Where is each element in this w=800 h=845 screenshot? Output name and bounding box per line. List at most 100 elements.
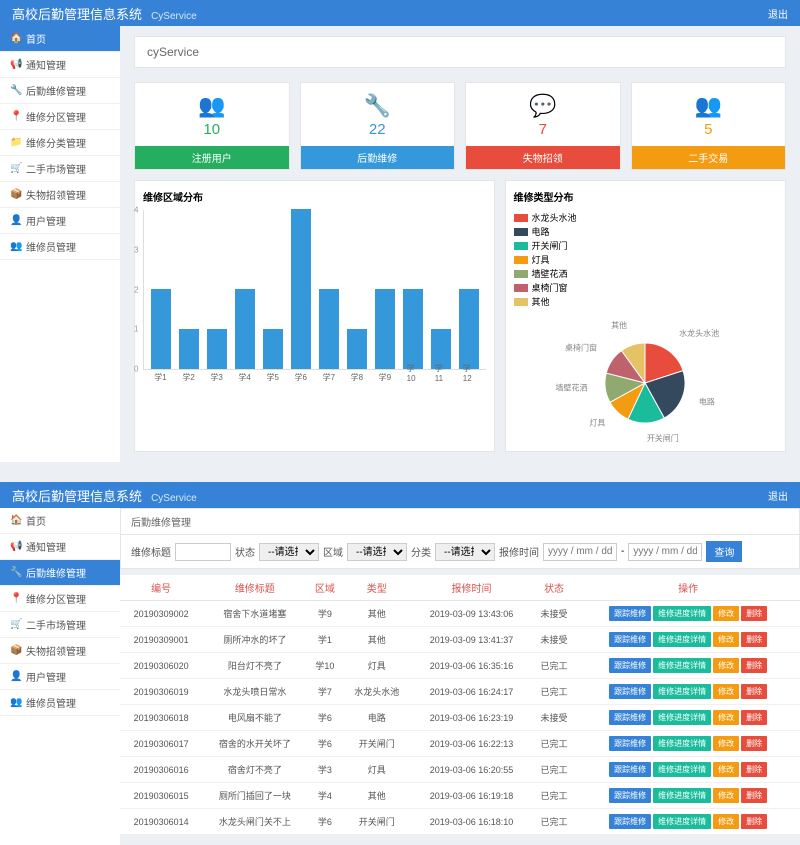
logout-link[interactable]: 退出 — [768, 6, 788, 21]
op-button[interactable]: 跟踪维修 — [609, 762, 651, 777]
op-button[interactable]: 删除 — [741, 710, 767, 725]
nav-icon: 📦 — [10, 189, 20, 200]
sidebar-item[interactable]: 📁 维修分类管理 — [0, 130, 120, 156]
stat-card[interactable]: 👥5二手交易 — [631, 82, 787, 170]
op-button[interactable]: 跟踪维修 — [609, 788, 651, 803]
sidebar-item[interactable]: 👥维修员管理 — [0, 234, 120, 260]
sidebar-item-label: 失物招领管理 — [26, 187, 86, 202]
op-button[interactable]: 删除 — [741, 632, 767, 647]
legend-item: 电路 — [514, 225, 777, 238]
op-button[interactable]: 跟踪维修 — [609, 814, 651, 829]
kw-input[interactable] — [175, 543, 231, 561]
nav-icon: 🛒 — [10, 163, 20, 174]
sidebar-item[interactable]: 🔧后勤维修管理 — [0, 78, 120, 104]
op-button[interactable]: 修改 — [713, 788, 739, 803]
sidebar-item[interactable]: 📦失物招领管理 — [0, 638, 120, 664]
stat-icon: 👥 — [135, 93, 289, 117]
status-badge: 已完工 — [532, 809, 576, 835]
op-button[interactable]: 删除 — [741, 606, 767, 621]
svg-text:其他: 其他 — [611, 320, 627, 330]
nav-icon: 🔧 — [10, 567, 20, 578]
table-row: 20190306017宿舍的水开关坏了学6开关闸门2019-03-06 16:2… — [120, 731, 800, 757]
nav-icon: 📢 — [10, 59, 20, 70]
bar: 学3 — [204, 329, 229, 369]
area-select[interactable]: --请选择-- — [347, 543, 407, 561]
op-button[interactable]: 删除 — [741, 814, 767, 829]
op-button[interactable]: 维修进度详情 — [653, 606, 711, 621]
sidebar-2: 🏠首页📢通知管理🔧后勤维修管理📍维修分区管理🛒二手市场管理📦失物招领管理👤用户管… — [0, 508, 120, 845]
sidebar-item[interactable]: 🛒二手市场管理 — [0, 156, 120, 182]
nav-icon: 📢 — [10, 541, 20, 552]
sidebar-item-label: 维修分区管理 — [26, 109, 86, 124]
op-button[interactable]: 跟踪维修 — [609, 736, 651, 751]
stat-icon: 👥 — [632, 93, 786, 117]
op-button[interactable]: 维修进度详情 — [653, 658, 711, 673]
logout-link-2[interactable]: 退出 — [768, 488, 788, 503]
sidebar-item[interactable]: 🛒二手市场管理 — [0, 612, 120, 638]
stat-label: 二手交易 — [632, 146, 786, 169]
op-button[interactable]: 跟踪维修 — [609, 606, 651, 621]
sidebar-item[interactable]: 🏠首页 — [0, 26, 120, 52]
nav-icon: 📍 — [10, 593, 20, 604]
op-button[interactable]: 删除 — [741, 736, 767, 751]
app-title-2: 高校后勤管理信息系统 CyService — [12, 486, 197, 505]
stat-card[interactable]: 🔧22后勤维修 — [300, 82, 456, 170]
op-button[interactable]: 维修进度详情 — [653, 736, 711, 751]
stat-value: 7 — [466, 121, 620, 138]
date-to[interactable] — [628, 543, 702, 561]
sidebar-item[interactable]: 📢通知管理 — [0, 534, 120, 560]
stat-value: 22 — [301, 121, 455, 138]
nav-icon: 👤 — [10, 671, 20, 682]
op-button[interactable]: 修改 — [713, 684, 739, 699]
stat-card[interactable]: 👥10注册用户 — [134, 82, 290, 170]
legend-item: 水龙头水池 — [514, 211, 777, 224]
page-title: 后勤维修管理 — [120, 508, 800, 535]
sidebar-item[interactable]: 🔧后勤维修管理 — [0, 560, 120, 586]
op-button[interactable]: 维修进度详情 — [653, 762, 711, 777]
bar: 学1 — [148, 289, 173, 369]
svg-text:桌椅门窗: 桌椅门窗 — [565, 342, 597, 352]
sidebar-item-label: 维修分类管理 — [26, 135, 86, 150]
op-button[interactable]: 修改 — [713, 710, 739, 725]
legend-item: 桌椅门窗 — [514, 281, 777, 294]
sidebar-item[interactable]: 🏠首页 — [0, 508, 120, 534]
op-button[interactable]: 修改 — [713, 606, 739, 621]
sidebar-item[interactable]: 👥维修员管理 — [0, 690, 120, 716]
sidebar-item-label: 后勤维修管理 — [26, 83, 86, 98]
op-button[interactable]: 跟踪维修 — [609, 710, 651, 725]
table-row: 20190309001厕所冲水的坏了学1其他2019-03-09 13:41:3… — [120, 627, 800, 653]
type-select[interactable]: --请选择-- — [435, 543, 495, 561]
sidebar-item[interactable]: 📢通知管理 — [0, 52, 120, 78]
op-button[interactable]: 修改 — [713, 632, 739, 647]
op-button[interactable]: 修改 — [713, 814, 739, 829]
sidebar-item[interactable]: 📦 失物招领管理 — [0, 182, 120, 208]
sidebar-item[interactable]: 📍维修分区管理 — [0, 586, 120, 612]
op-button[interactable]: 跟踪维修 — [609, 658, 651, 673]
op-button[interactable]: 维修进度详情 — [653, 814, 711, 829]
op-button[interactable]: 修改 — [713, 762, 739, 777]
op-button[interactable]: 修改 — [713, 658, 739, 673]
nav-icon: 📁 — [10, 137, 20, 148]
op-button[interactable]: 跟踪维修 — [609, 684, 651, 699]
op-button[interactable]: 删除 — [741, 788, 767, 803]
sidebar-item[interactable]: 👤用户管理 — [0, 208, 120, 234]
op-button[interactable]: 维修进度详情 — [653, 788, 711, 803]
stat-label: 注册用户 — [135, 146, 289, 169]
op-button[interactable]: 跟踪维修 — [609, 632, 651, 647]
query-button[interactable]: 查询 — [706, 541, 742, 562]
sidebar-item[interactable]: 👤用户管理 — [0, 664, 120, 690]
op-button[interactable]: 维修进度详情 — [653, 632, 711, 647]
date-from[interactable] — [543, 543, 617, 561]
sidebar-item-label: 首页 — [26, 31, 46, 46]
op-button[interactable]: 维修进度详情 — [653, 710, 711, 725]
sidebar-item[interactable]: 📍维修分区管理 — [0, 104, 120, 130]
op-button[interactable]: 删除 — [741, 658, 767, 673]
col-header: 报修时间 — [411, 575, 532, 601]
op-button[interactable]: 维修进度详情 — [653, 684, 711, 699]
op-button[interactable]: 删除 — [741, 762, 767, 777]
op-button[interactable]: 删除 — [741, 684, 767, 699]
nav-icon: 👤 — [10, 215, 20, 226]
op-button[interactable]: 修改 — [713, 736, 739, 751]
status-select[interactable]: --请选择-- — [259, 543, 319, 561]
stat-card[interactable]: 💬7失物招领 — [465, 82, 621, 170]
